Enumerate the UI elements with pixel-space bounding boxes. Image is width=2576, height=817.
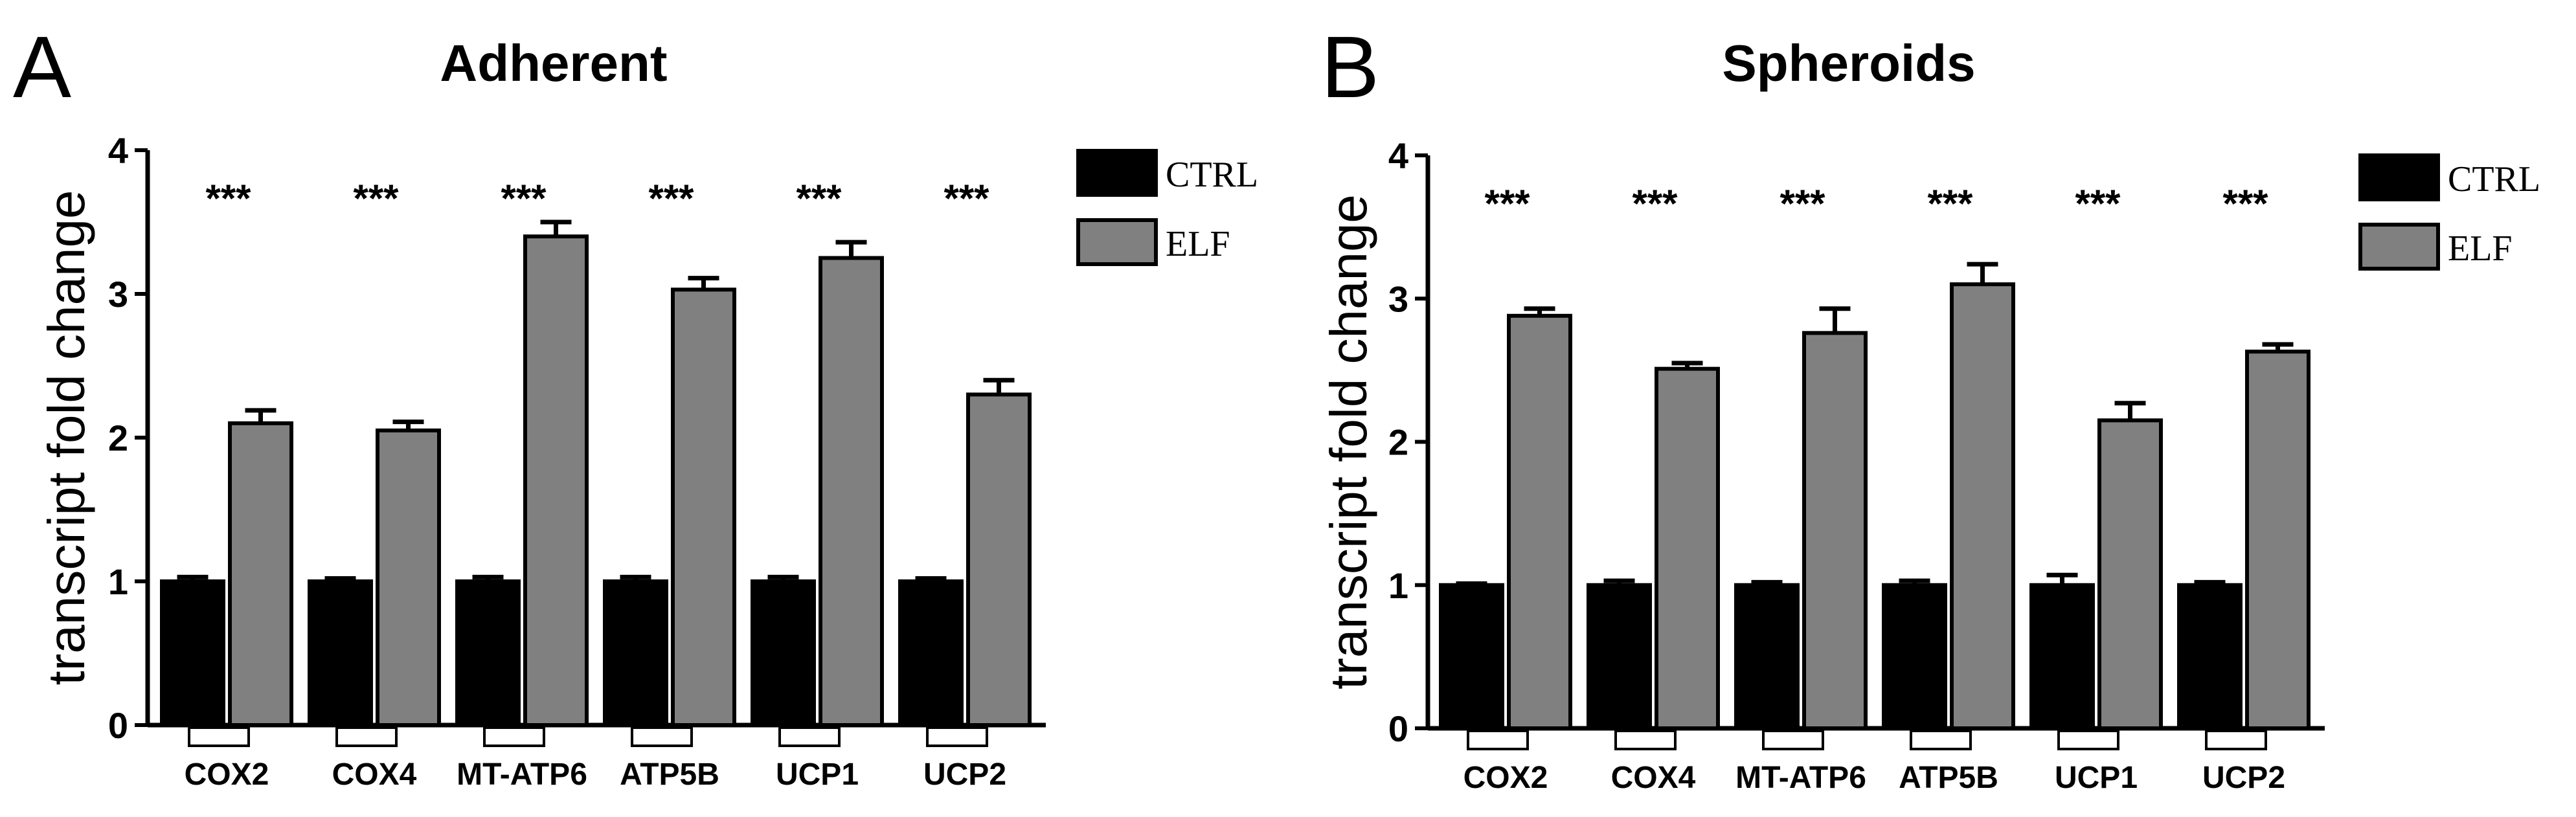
bar-elf-ucp1	[2097, 418, 2163, 730]
y-tick-label: 0	[108, 705, 128, 746]
category-bracket	[335, 726, 398, 747]
bar-elf-cox2	[1507, 313, 1572, 730]
x-tick-label: UCP2	[923, 757, 1006, 792]
significance-marker: ***	[2075, 182, 2121, 225]
bar-ctrl-atp5b	[603, 579, 668, 727]
bar-ctrl-cox2	[1439, 583, 1504, 730]
bar-ctrl-mt-atp6	[455, 579, 521, 727]
significance-marker: ***	[2222, 182, 2268, 225]
x-tick-label: UCP1	[2055, 761, 2138, 795]
y-tick-label: 2	[1388, 422, 1408, 463]
significance-marker: ***	[943, 177, 989, 220]
significance-marker: ***	[1779, 182, 1825, 225]
panel-letter-A: A	[13, 18, 71, 116]
category-bracket	[2205, 730, 2267, 750]
legend-swatch-elf	[1076, 218, 1158, 266]
y-tick-label: 3	[108, 274, 128, 315]
significance-marker: ***	[796, 177, 842, 220]
y-tick-label: 0	[1388, 708, 1408, 749]
y-tick-label: 4	[1388, 135, 1408, 176]
x-tick-label: COX2	[1463, 761, 1548, 795]
bar-elf-cox4	[376, 428, 441, 728]
category-bracket	[778, 726, 841, 747]
x-tick-label: MT-ATP6	[1735, 761, 1866, 795]
y-tick-label: 2	[108, 418, 128, 458]
category-bracket	[188, 726, 250, 747]
y-tick-label: 1	[1388, 565, 1408, 606]
bar-ctrl-ucp1	[2029, 583, 2095, 730]
bar-elf-atp5b	[671, 287, 736, 727]
bar-elf-cox2	[228, 421, 293, 727]
bar-elf-ucp2	[2245, 350, 2310, 730]
bar-elf-ucp2	[966, 392, 1032, 728]
x-tick-label: COX4	[332, 757, 417, 792]
x-tick-label: UCP1	[776, 757, 859, 792]
category-bracket	[631, 726, 693, 747]
bar-elf-ucp1	[819, 256, 884, 727]
chart-title: Adherent	[440, 34, 667, 92]
bar-ctrl-ucp2	[898, 579, 964, 727]
significance-marker: ***	[1632, 182, 1678, 225]
bar-ctrl-cox2	[160, 579, 225, 727]
category-bracket	[2057, 730, 2119, 750]
significance-marker: ***	[501, 177, 547, 220]
significance-marker: ***	[1484, 182, 1530, 225]
bar-elf-mt-atp6	[1802, 331, 1868, 730]
y-tick-label: 1	[108, 561, 128, 602]
bar-ctrl-cox4	[308, 579, 373, 727]
category-bracket	[1614, 730, 1677, 750]
x-tick-label: MT-ATP6	[457, 757, 587, 792]
x-tick-label: ATP5B	[1899, 761, 1998, 795]
category-bracket	[926, 726, 988, 747]
category-bracket	[1467, 730, 1529, 750]
significance-marker: ***	[205, 177, 251, 220]
legend-label-ctrl: CTRL	[1166, 155, 1258, 195]
bar-ctrl-ucp2	[2177, 583, 2243, 730]
legend-label-elf: ELF	[2448, 229, 2513, 269]
legend-swatch-ctrl	[1076, 149, 1158, 197]
y-axis-label: transcript fold change	[38, 190, 95, 686]
category-bracket	[1762, 730, 1824, 750]
y-tick-label: 3	[1388, 278, 1408, 319]
y-axis-label: transcript fold change	[1320, 194, 1377, 689]
x-tick-label: COX4	[1611, 761, 1696, 795]
x-tick-label: ATP5B	[620, 757, 719, 792]
chart-title: Spheroids	[1722, 34, 1975, 92]
x-tick-label: COX2	[185, 757, 269, 792]
category-bracket	[483, 726, 545, 747]
bar-elf-atp5b	[1950, 282, 2015, 730]
significance-marker: ***	[648, 177, 694, 220]
x-tick-label: UCP2	[2202, 761, 2285, 795]
bar-ctrl-mt-atp6	[1734, 583, 1800, 730]
category-bracket	[1910, 730, 1972, 750]
bar-elf-mt-atp6	[523, 234, 589, 727]
bar-ctrl-ucp1	[751, 579, 816, 727]
legend-swatch-ctrl	[2358, 153, 2440, 201]
panel-letter-B: B	[1321, 18, 1379, 116]
y-tick-label: 4	[108, 130, 128, 171]
legend-swatch-elf	[2358, 223, 2440, 271]
bar-ctrl-cox4	[1587, 583, 1652, 730]
bar-elf-cox4	[1655, 366, 1720, 730]
bar-ctrl-atp5b	[1882, 583, 1947, 730]
legend-label-ctrl: CTRL	[2448, 159, 2540, 199]
significance-marker: ***	[353, 177, 399, 220]
significance-marker: ***	[1927, 182, 1973, 225]
legend-label-elf: ELF	[1166, 224, 1230, 264]
